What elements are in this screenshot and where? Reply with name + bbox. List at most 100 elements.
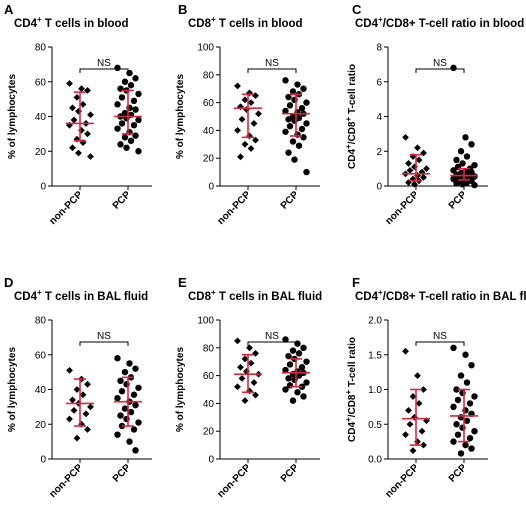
data-point [282,128,289,135]
data-point [285,149,292,156]
panel-title: CD4+/CD8+ T-cell ratio in BAL fluid [355,288,526,303]
y-tick-label: 40 [35,385,47,396]
data-point [114,101,121,108]
data-point [78,420,85,428]
data-point [282,336,289,343]
y-tick-label: 60 [203,371,215,382]
data-point [114,125,121,132]
data-point [471,428,478,435]
y-tick-label: 80 [35,43,47,54]
data-point [237,103,244,111]
data-point [282,77,289,84]
data-point [295,142,303,149]
data-point [414,372,421,379]
data-point [250,379,258,386]
y-tick-label: 60 [35,350,47,361]
significance-bracket [247,68,297,73]
data-point [409,153,417,160]
y-tick-label: 20 [203,154,215,165]
data-point [118,94,126,101]
data-point [418,427,426,435]
data-point [463,417,471,424]
data-point [466,434,474,442]
data-point [130,97,138,105]
data-point [78,85,85,93]
data-point [123,144,130,151]
data-point [406,420,414,428]
data-point [84,426,91,433]
data-point [126,438,133,445]
y-axis-label: % of lymphocytes [7,74,18,159]
data-point [294,81,301,88]
y-tick-label: 40 [203,399,215,410]
data-point [84,380,91,388]
data-point [237,363,244,371]
data-point [420,149,427,157]
data-point [300,393,307,400]
y-tick-label: 0 [376,182,382,193]
data-point [303,168,310,176]
significance-label: NS [265,58,279,69]
y-tick-label: 20 [203,427,215,438]
data-point [118,388,126,395]
panel-title: CD4+ T cells in blood [14,15,129,30]
y-tick-label: 1.0 [368,385,382,396]
data-point [282,386,289,393]
data-point [246,387,253,395]
data-point [84,130,91,138]
data-point [405,179,412,186]
data-point [241,397,249,405]
data-point [252,391,259,399]
data-point [411,180,418,188]
panel-title: CD4+ T cells in BAL fluid [14,288,148,303]
data-point [78,127,85,134]
data-point [243,106,250,113]
data-point [295,350,303,357]
y-axis-label: CD4+/CD8+ T-cell ratio [344,64,358,169]
data-point [132,106,139,113]
data-point [298,104,306,112]
data-point [303,379,310,386]
panel-letter: B [178,2,187,17]
data-point [246,89,253,97]
data-point [241,355,249,363]
data-point [75,149,82,157]
x-tick-label: non-PCP [215,189,253,227]
data-point [79,391,87,399]
y-tick-label: 40 [203,126,215,137]
data-point [66,80,73,87]
data-point [468,445,475,452]
x-tick-label: non-PCP [47,462,85,500]
significance-label: NS [433,331,447,342]
data-point [468,361,475,369]
data-point [289,88,297,95]
data-point [132,401,139,409]
data-point [453,180,460,187]
data-point [135,116,142,124]
data-point [420,173,427,181]
data-point [471,161,478,169]
data-point [471,393,478,400]
data-point [87,111,94,119]
data-point [130,426,138,433]
data-point [246,344,253,352]
data-point [238,115,246,123]
data-point [114,355,121,362]
y-tick-label: 20 [35,420,47,431]
data-point [457,450,465,457]
data-point [135,148,142,155]
data-point [409,175,417,183]
data-point [303,358,310,365]
y-tick-label: 80 [203,343,215,354]
data-point [114,64,121,72]
data-point [463,153,471,160]
x-tick-label: non-PCP [383,462,421,500]
data-point [402,431,409,439]
data-point [118,120,126,127]
data-point [130,121,138,129]
data-point [420,386,427,393]
data-point [298,125,306,133]
significance-label: NS [265,331,279,342]
x-tick-label: PCP [111,189,134,212]
